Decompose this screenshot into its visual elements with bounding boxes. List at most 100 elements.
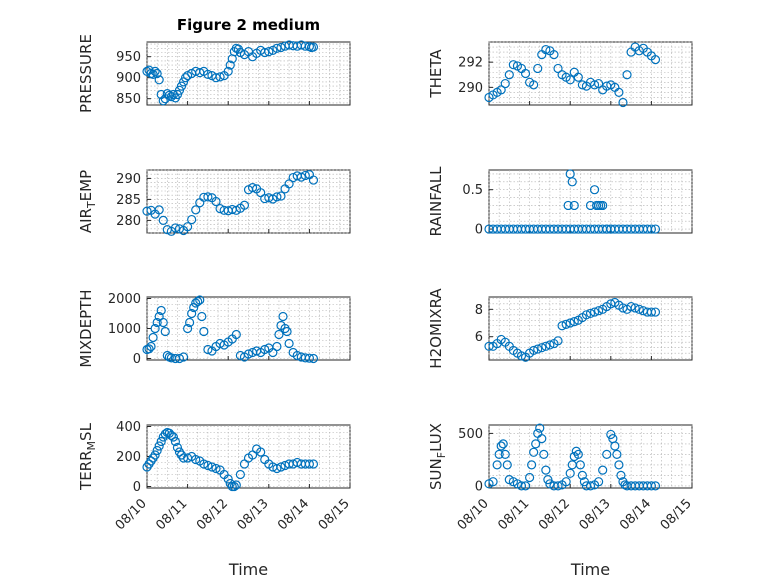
data-point (223, 474, 233, 484)
data-point (308, 353, 319, 364)
data-point (520, 481, 531, 491)
y-tick-label: 0 (133, 480, 141, 495)
subplot-terr-msl: 0 200 400 TERRMSL 08/10 08/11 08/12 08/13 08/14 0… (77, 420, 353, 579)
y-tick-label: 0 (475, 223, 483, 238)
data-point (537, 343, 547, 353)
data-point (553, 336, 563, 346)
data-point (142, 206, 152, 216)
data-point (178, 77, 189, 87)
data-point (158, 96, 168, 106)
data-point (187, 214, 197, 225)
data-point (272, 43, 282, 53)
data-point (561, 319, 571, 329)
data-point (260, 47, 270, 58)
y-tick-label: 200 (116, 450, 141, 465)
data-point (594, 78, 604, 89)
data-point (529, 80, 539, 90)
data-point (229, 481, 239, 492)
data-point (602, 449, 612, 459)
x-tick-label: 08/10 (113, 496, 150, 533)
data-point (539, 449, 549, 459)
subplot-rainfall: 0 0.5 RAINFALL (427, 166, 693, 238)
data-point (203, 344, 213, 355)
data-point (533, 63, 543, 74)
data-point (492, 460, 502, 470)
data-point (610, 441, 620, 451)
data-point (168, 432, 178, 442)
data-point (156, 305, 166, 316)
data-point (541, 341, 551, 351)
figure-title: Figure 2 medium (177, 16, 320, 34)
data-point (174, 85, 185, 95)
data-point (160, 326, 170, 337)
data-point (630, 303, 640, 313)
data-point (158, 317, 168, 328)
data-point (565, 468, 575, 478)
x-tick-label: 08/15 (316, 496, 353, 533)
data-point (541, 44, 551, 55)
y-tick-label: 0.5 (462, 183, 483, 198)
y-tick-label: 280 (116, 214, 141, 229)
data-point (152, 68, 162, 79)
x-tick-label: 08/11 (153, 496, 190, 533)
data-point (193, 296, 203, 307)
data-point (300, 170, 310, 181)
data-point (172, 89, 183, 100)
data-point (154, 205, 164, 215)
data-point (618, 97, 628, 108)
data-point (278, 311, 288, 322)
y-axis-label: RAINFALL (427, 166, 445, 237)
subplot-mixdepth: 0 1000 2000 MIXDEPTH (77, 289, 351, 368)
data-point (195, 295, 205, 305)
data-point (276, 191, 286, 201)
y-tick-label: 900 (116, 71, 141, 86)
subplot-air-temp: 280 285 290 AIRTEMP (77, 169, 351, 236)
data-point (579, 477, 590, 487)
data-point (504, 70, 514, 80)
x-tick-label: 08/12 (536, 496, 573, 533)
y-tick-label: 6 (475, 330, 483, 345)
data-point (207, 462, 217, 472)
x-tick-label: 08/13 (577, 496, 614, 533)
data-point (304, 353, 314, 363)
x-tick-label: 08/13 (235, 496, 272, 533)
y-axis-label: SUNFLUX (427, 423, 448, 490)
data-point (484, 341, 494, 351)
data-point (152, 445, 162, 456)
data-point (284, 338, 294, 349)
data-point (185, 317, 195, 328)
data-point (231, 480, 241, 490)
data-point (203, 192, 213, 202)
data-point (496, 85, 506, 95)
y-tick-label: 0 (475, 479, 483, 494)
subplot-sun-flux: 0 500 SUNFLUX 08/10 08/11 08/12 08/13 08/14 08/1… (427, 423, 695, 579)
data-point (199, 459, 209, 469)
data-point (225, 60, 235, 70)
y-axis-label: MIXDEPTH (77, 289, 95, 367)
data-point (247, 183, 258, 193)
subplot-pressure: 850 900 950 PRESSURE Figure 2 medium (77, 16, 351, 113)
data-point (545, 340, 555, 350)
data-point (183, 222, 193, 232)
data-point (215, 204, 225, 214)
data-point (272, 341, 282, 352)
data-point (498, 439, 508, 449)
y-tick-label: 290 (116, 172, 141, 187)
data-point (567, 177, 577, 187)
data-point (561, 477, 571, 487)
y-axis-label: PRESSURE (77, 34, 95, 113)
data-point (235, 469, 245, 480)
y-tick-label: 500 (458, 427, 483, 442)
data-point (197, 311, 207, 322)
data-point (154, 441, 164, 451)
data-point (585, 481, 596, 491)
data-point (626, 301, 636, 312)
x-tick-label: 08/12 (194, 496, 231, 533)
data-point (170, 223, 181, 233)
data-point (598, 200, 608, 211)
data-point (260, 344, 270, 355)
data-point (276, 462, 286, 472)
data-point (543, 475, 553, 485)
data-point (308, 42, 319, 52)
data-point (569, 317, 579, 327)
